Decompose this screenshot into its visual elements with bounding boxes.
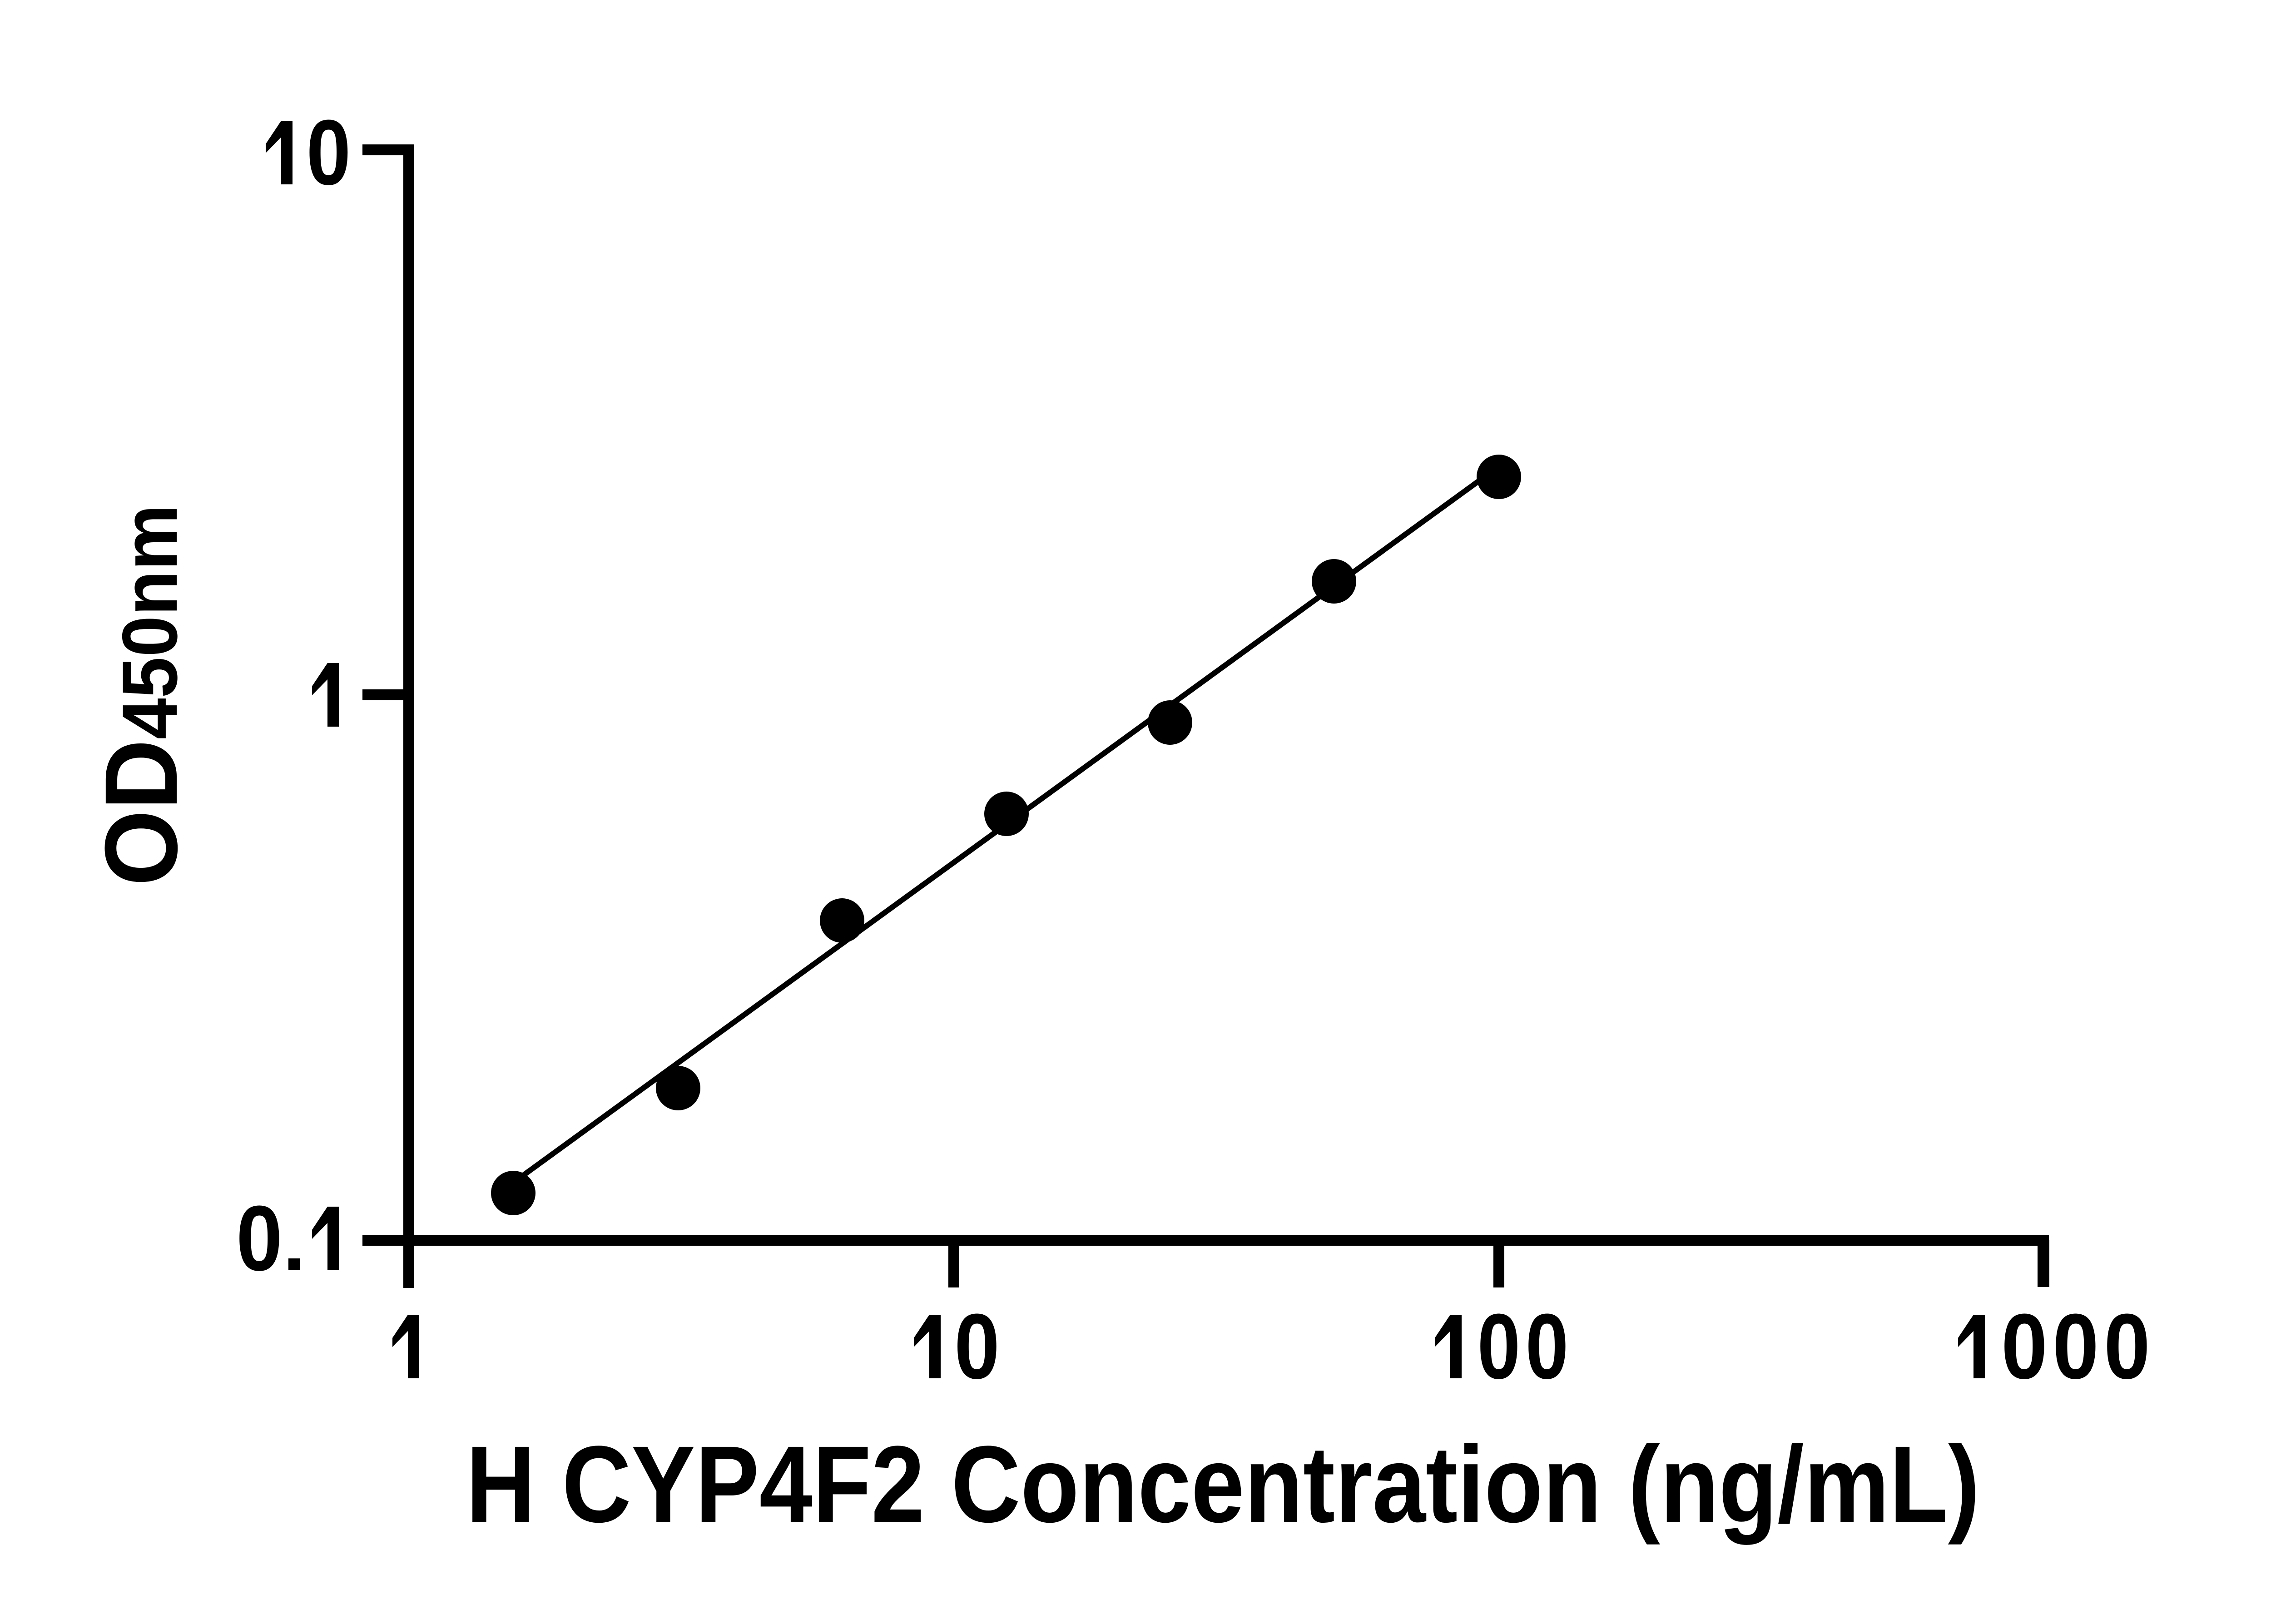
svg-text:H CYP4F2 Concentration (ng/mL): H CYP4F2 Concentration (ng/mL) xyxy=(466,1423,1980,1545)
svg-text:0: 0 xyxy=(2104,1295,2150,1398)
svg-text:0: 0 xyxy=(1526,1295,1569,1398)
svg-text:0: 0 xyxy=(2053,1295,2099,1398)
svg-text:0: 0 xyxy=(307,101,351,204)
svg-text:0: 0 xyxy=(236,1187,283,1290)
svg-text:0: 0 xyxy=(1478,1295,1521,1398)
svg-text:0: 0 xyxy=(954,1295,1000,1398)
svg-text:OD450nm: OD450nm xyxy=(84,505,199,886)
svg-text:0: 0 xyxy=(2001,1295,2048,1398)
